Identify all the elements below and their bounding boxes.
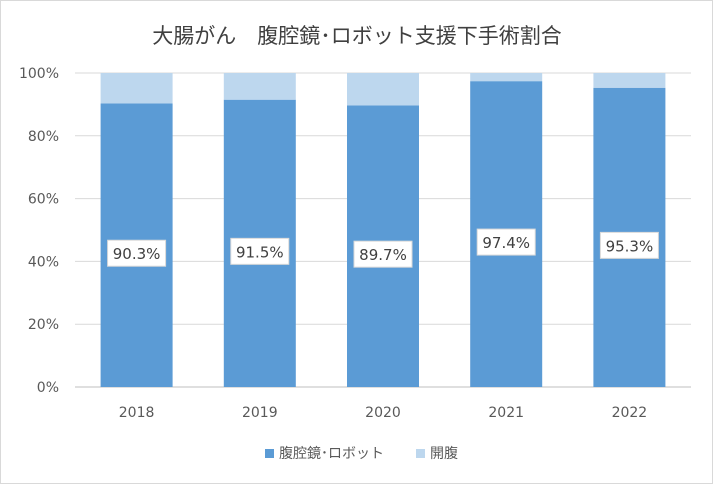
x-tick-label: 2018 [119, 405, 155, 421]
legend-label: 開腹 [430, 445, 458, 462]
y-tick-label: 0% [37, 380, 59, 396]
chart-title: 大腸がん 腹腔鏡･ロボット支援下手術割合 [152, 24, 562, 48]
data-label-text: 90.3% [113, 245, 161, 263]
data-label: 90.3% [107, 239, 167, 267]
data-label-text: 91.5% [236, 243, 284, 261]
x-tick-label: 2021 [488, 405, 524, 421]
data-label: 95.3% [599, 231, 659, 259]
data-label-box [476, 228, 536, 256]
x-tick-label: 2019 [242, 405, 278, 421]
data-label-box [230, 237, 290, 265]
data-label-text: 95.3% [606, 237, 654, 255]
data-label-text: 97.4% [482, 234, 530, 252]
y-tick-label: 20% [28, 317, 59, 333]
legend-swatch [416, 449, 425, 458]
legend: 腹腔鏡･ロボット 開腹 [265, 445, 458, 462]
legend-label: 腹腔鏡･ロボット [279, 445, 384, 462]
data-label: 89.7% [353, 240, 413, 268]
bar-open [593, 73, 666, 88]
data-labels: 90.3% 91.5% 89.7% 97.4% 95.3% [107, 228, 659, 268]
data-label: 97.4% [476, 228, 536, 256]
data-label-box [107, 239, 167, 267]
legend-item: 腹腔鏡･ロボット [265, 445, 384, 462]
x-tick-label: 2022 [612, 405, 648, 421]
y-tick-label: 100% [19, 66, 59, 82]
x-tick-label: 2020 [365, 405, 401, 421]
y-axis-tick-labels: 0% 20% 40% 60% 80% 100% [19, 66, 59, 396]
bar-open [470, 73, 543, 82]
data-label-box [353, 240, 413, 268]
legend-item: 開腹 [416, 445, 458, 462]
y-tick-label: 80% [28, 129, 59, 145]
x-axis-tick-labels: 2018 2019 2020 2021 2022 [119, 405, 647, 421]
y-tick-label: 40% [28, 254, 59, 270]
bar-open [100, 73, 173, 104]
y-tick-label: 60% [28, 192, 59, 208]
bar-series [100, 73, 666, 388]
data-label-box [599, 231, 659, 259]
bar-open [223, 73, 296, 100]
bar-open [347, 73, 419, 106]
data-label-text: 89.7% [359, 246, 407, 264]
legend-swatch [265, 449, 274, 458]
data-label: 91.5% [230, 237, 290, 265]
